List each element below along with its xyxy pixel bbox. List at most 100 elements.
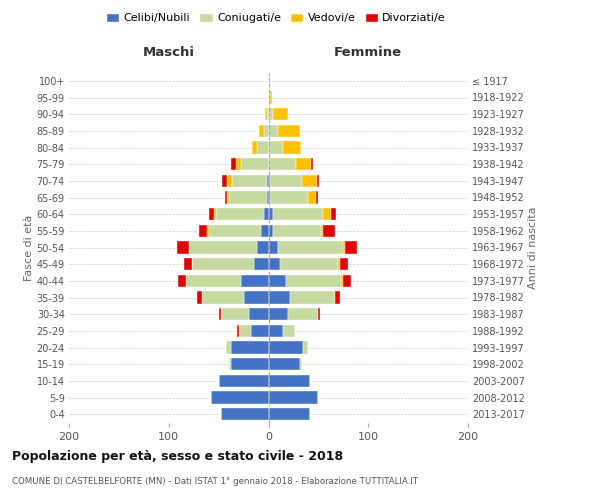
Bar [251, 141, 257, 154]
Bar [269, 141, 283, 154]
Bar [229, 191, 266, 204]
Bar [274, 224, 322, 237]
Bar [265, 108, 266, 120]
Bar [269, 308, 289, 320]
Bar [331, 208, 337, 220]
Bar [209, 208, 214, 220]
Bar [236, 158, 241, 170]
Bar [269, 408, 310, 420]
Bar [269, 291, 290, 304]
Bar [224, 191, 227, 204]
Bar [274, 108, 289, 120]
Bar [269, 208, 274, 220]
Bar [221, 308, 248, 320]
Bar [335, 291, 340, 304]
Bar [323, 224, 335, 237]
Bar [221, 174, 227, 187]
Bar [221, 408, 269, 420]
Bar [271, 91, 272, 104]
Bar [214, 208, 215, 220]
Bar [254, 258, 269, 270]
Bar [316, 191, 319, 204]
Legend: Celibi/Nubili, Coniugati/e, Vedovi/e, Divorziati/e: Celibi/Nubili, Coniugati/e, Vedovi/e, Di… [101, 8, 451, 28]
Bar [341, 274, 343, 287]
Bar [280, 258, 338, 270]
Bar [269, 108, 274, 120]
Bar [269, 324, 283, 337]
Bar [269, 224, 274, 237]
Text: Maschi: Maschi [143, 46, 195, 59]
Bar [257, 242, 269, 254]
Bar [340, 258, 348, 270]
Bar [241, 274, 269, 287]
Bar [186, 274, 241, 287]
Bar [278, 242, 343, 254]
Bar [260, 224, 269, 237]
Bar [211, 391, 269, 404]
Bar [319, 308, 320, 320]
Bar [239, 324, 251, 337]
Bar [227, 191, 229, 204]
Bar [266, 191, 269, 204]
Bar [232, 174, 266, 187]
Bar [271, 191, 308, 204]
Bar [266, 174, 269, 187]
Bar [338, 258, 340, 270]
Bar [177, 242, 188, 254]
Bar [202, 291, 244, 304]
Bar [266, 108, 269, 120]
Bar [206, 224, 209, 237]
Bar [188, 242, 257, 254]
Bar [283, 324, 295, 337]
Bar [263, 208, 269, 220]
Bar [269, 358, 301, 370]
Bar [244, 291, 269, 304]
Bar [236, 324, 239, 337]
Bar [257, 141, 269, 154]
Bar [343, 242, 346, 254]
Bar [218, 374, 269, 387]
Bar [269, 191, 271, 204]
Text: Popolazione per età, sesso e stato civile - 2018: Popolazione per età, sesso e stato civil… [12, 450, 343, 463]
Bar [269, 274, 286, 287]
Bar [191, 258, 254, 270]
Bar [308, 191, 316, 204]
Text: COMUNE DI CASTELBELFORTE (MN) - Dati ISTAT 1° gennaio 2018 - Elaborazione TUTTIT: COMUNE DI CASTELBELFORTE (MN) - Dati IST… [12, 478, 418, 486]
Bar [209, 224, 260, 237]
Bar [226, 341, 230, 354]
Y-axis label: Fasce di età: Fasce di età [23, 214, 34, 280]
Bar [278, 124, 301, 137]
Bar [269, 74, 271, 87]
Bar [215, 208, 263, 220]
Bar [302, 174, 317, 187]
Bar [322, 224, 323, 237]
Bar [229, 358, 230, 370]
Bar [178, 274, 186, 287]
Text: Femmine: Femmine [334, 46, 403, 59]
Bar [317, 174, 319, 187]
Bar [311, 158, 313, 170]
Bar [230, 341, 269, 354]
Bar [197, 291, 202, 304]
Bar [269, 174, 271, 187]
Bar [241, 158, 269, 170]
Bar [290, 291, 335, 304]
Bar [296, 158, 311, 170]
Bar [248, 308, 269, 320]
Bar [343, 274, 351, 287]
Bar [259, 124, 263, 137]
Bar [269, 258, 280, 270]
Bar [323, 208, 331, 220]
Bar [230, 158, 236, 170]
Bar [199, 224, 206, 237]
Bar [184, 258, 191, 270]
Bar [274, 208, 323, 220]
Bar [269, 341, 304, 354]
Bar [269, 242, 278, 254]
Bar [263, 124, 269, 137]
Bar [346, 242, 357, 254]
Bar [251, 324, 269, 337]
Y-axis label: Anni di nascita: Anni di nascita [528, 206, 538, 288]
Bar [218, 308, 221, 320]
Bar [289, 308, 319, 320]
